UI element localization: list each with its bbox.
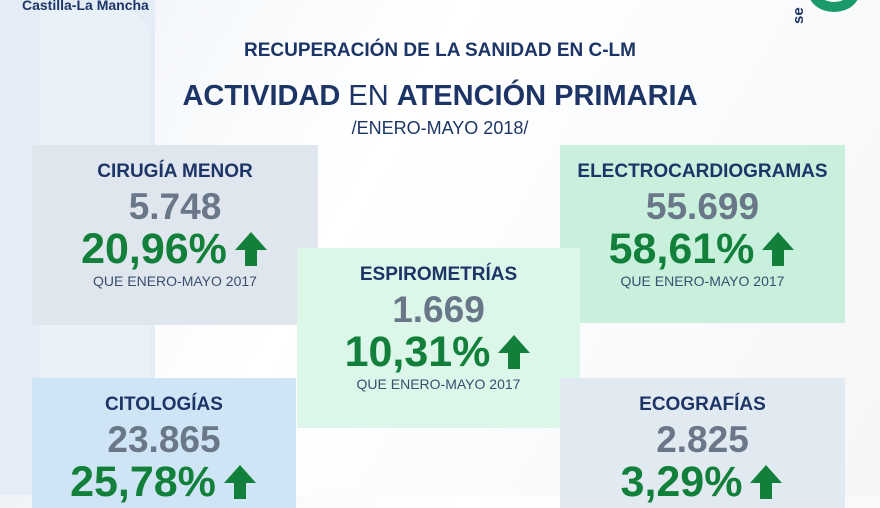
logo-icon — [808, 0, 860, 12]
percent-text: 58,61% — [608, 225, 755, 273]
title-part: ATENCIÓN PRIMARIA — [396, 80, 698, 112]
card-title: CIRUGÍA MENOR — [97, 161, 253, 182]
card-percent: 58,61% — [560, 227, 845, 271]
card-value: 1.669 — [392, 289, 485, 330]
card-percent: 3,29% — [560, 460, 845, 504]
arrow-up-icon — [223, 465, 256, 499]
card-value: 55.699 — [645, 186, 760, 227]
card-electrocardiogramas: ELECTROCARDIOGRAMAS 55.699 58,61% QUE EN… — [560, 145, 845, 323]
card-title: ECOGRAFÍAS — [639, 394, 766, 415]
percent-text: 3,29% — [620, 458, 743, 506]
card-espirometrias: ESPIROMETRÍAS 1.669 10,31% QUE ENERO-MAY… — [297, 248, 580, 428]
arrow-up-icon — [234, 232, 267, 266]
card-note: QUE ENERO-MAYO 2017 — [356, 376, 521, 392]
percent-text: 10,31% — [344, 328, 491, 376]
card-value: 5.748 — [128, 186, 222, 227]
card-title: ESPIROMETRÍAS — [359, 264, 518, 285]
percent-text: 20,96% — [81, 225, 227, 273]
card-ecografias: ECOGRAFÍAS 2.825 3,29% — [560, 378, 845, 508]
card-title: ELECTROCARDIOGRAMAS — [577, 161, 828, 182]
title-part: ACTIVIDAD — [182, 80, 341, 112]
brand-name: Castilla-La Mancha — [22, 0, 149, 13]
card-citologias: CITOLOGÍAS 23.865 25,78% — [32, 378, 296, 508]
card-title: CITOLOGÍAS — [105, 394, 223, 415]
card-value: 2.825 — [656, 419, 749, 460]
logo-text: se — [790, 7, 807, 24]
card-note: QUE ENERO-MAYO 2017 — [620, 273, 785, 289]
card-note: QUE ENERO-MAYO 2017 — [93, 273, 257, 289]
card-value: 23.865 — [107, 419, 221, 460]
arrow-up-icon — [750, 465, 783, 499]
page-title: ACTIVIDAD EN ATENCIÓN PRIMARIA — [0, 80, 880, 113]
card-percent: 20,96% — [32, 227, 318, 271]
percent-text: 25,78% — [70, 458, 216, 506]
card-percent: 10,31% — [297, 330, 580, 374]
arrow-up-icon — [498, 335, 531, 369]
arrow-up-icon — [762, 232, 795, 266]
card-cirugia-menor: CIRUGÍA MENOR 5.748 20,96% QUE ENERO-MAY… — [32, 145, 318, 325]
period: /ENERO-MAYO 2018/ — [351, 118, 529, 138]
card-percent: 25,78% — [32, 460, 296, 504]
subtitle: RECUPERACIÓN DE LA SANIDAD EN C-LM — [244, 40, 636, 61]
title-part: EN — [348, 80, 389, 112]
